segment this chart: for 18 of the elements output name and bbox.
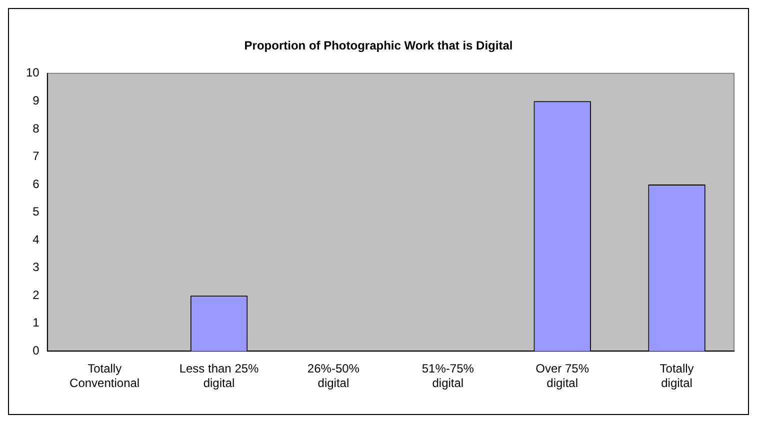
y-tick-label: 9	[32, 93, 40, 108]
y-tick-label: 4	[32, 232, 40, 246]
y-tick-label: 1	[32, 316, 40, 330]
y-tick-label: 7	[32, 149, 40, 164]
y-tick-label: 6	[32, 176, 40, 191]
y-tick-label: 10	[26, 66, 40, 80]
y-tick-label: 8	[32, 121, 40, 136]
y-tick-label: 5	[32, 204, 40, 219]
x-tick-label: Over 75% digital	[536, 362, 590, 390]
y-tick-label: 0	[32, 344, 40, 358]
chart-title: Proportion of Photographic Work that is Digital	[244, 38, 513, 53]
x-tick-label: 26%-50% digital	[307, 362, 360, 390]
x-tick-label: Less than 25% digital	[179, 362, 260, 390]
y-tick-label: 3	[32, 260, 40, 274]
x-tick-label: 51%-75% digital	[422, 362, 474, 390]
x-tick-label: Totally digital	[660, 362, 694, 390]
y-tick-label: 2	[32, 288, 40, 302]
x-tick-label: Totally Conventional	[70, 362, 140, 390]
